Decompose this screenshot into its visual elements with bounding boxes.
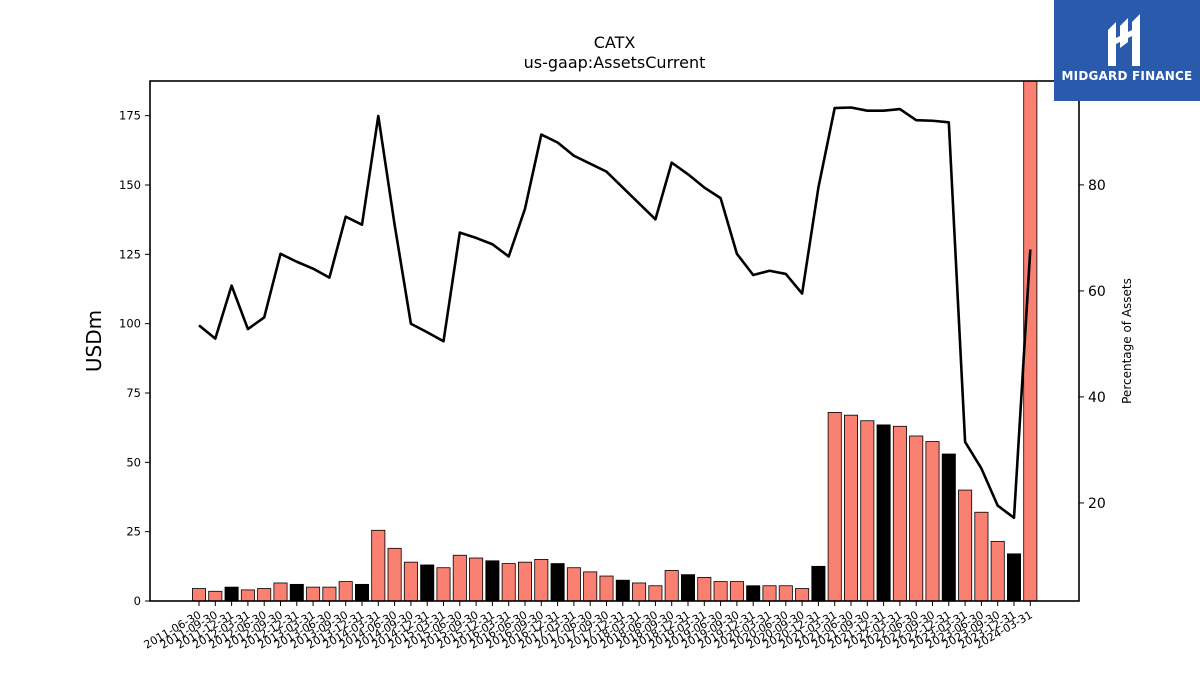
bar: [191, 588, 206, 602]
y-right-tick-label: 40: [1088, 390, 1106, 406]
bar: [403, 561, 418, 602]
bar: [240, 589, 255, 602]
bar: [420, 564, 435, 602]
bar: [501, 563, 516, 602]
y-tick-label: 125: [119, 247, 141, 261]
y-axis-label: USDm: [82, 310, 106, 372]
bar: [827, 412, 842, 602]
logo-name: MIDGARD FINANCE: [1061, 69, 1193, 83]
bar: [681, 574, 696, 602]
bar: [990, 540, 1005, 602]
bar: [909, 435, 924, 602]
bar: [860, 420, 875, 602]
bar: [729, 581, 744, 602]
bar: [566, 567, 581, 602]
bar: [648, 585, 663, 602]
bar: [811, 565, 826, 602]
bar: [583, 571, 598, 602]
bar: [322, 586, 337, 602]
bar: [387, 547, 402, 602]
bar: [844, 414, 859, 602]
bar: [518, 561, 533, 602]
bar: [746, 585, 761, 602]
bar: [925, 441, 940, 602]
y-axis-right-label: Percentage of Assets: [1120, 278, 1134, 404]
line-percentage-of-assets: [198, 106, 1032, 520]
y-tick-label: 150: [119, 178, 141, 192]
bar: [599, 575, 614, 602]
line-series: [198, 106, 1032, 520]
bar: [550, 563, 565, 602]
bar: [436, 567, 451, 602]
chart-title: CATX: [594, 33, 636, 52]
y-tick-label: 175: [119, 109, 141, 123]
plot-frame: [149, 80, 1080, 602]
bar: [762, 585, 777, 602]
y-right-tick-label: 20: [1088, 496, 1106, 512]
y-axis-right: 20 40 60 80: [1079, 178, 1106, 512]
y-tick-label: 50: [126, 455, 141, 469]
midgard-finance-logo: MIDGARD FINANCE: [1054, 0, 1200, 101]
midgard-logo-icon: [1108, 14, 1140, 66]
bar: [664, 570, 679, 602]
bar: [795, 588, 810, 602]
bar: [289, 583, 304, 602]
bar: [306, 586, 321, 602]
bar: [958, 489, 973, 602]
bar: [892, 425, 907, 602]
bar: [224, 586, 239, 602]
y-tick-label: 100: [119, 317, 141, 331]
bar: [485, 560, 500, 602]
y-tick-label: 75: [126, 386, 141, 400]
bar: [354, 583, 369, 602]
bar: [338, 581, 353, 602]
bar: [257, 588, 272, 602]
x-axis: 2011-06-302011-09-302011-12-312012-03-31…: [142, 601, 1035, 652]
y-tick-label: 0: [134, 594, 141, 608]
bar: [1007, 553, 1022, 602]
bar: [713, 581, 728, 602]
bar: [632, 582, 647, 602]
bar: [534, 559, 549, 602]
bar: [208, 590, 223, 602]
bar: [273, 582, 288, 602]
bar-series: [191, 80, 1038, 602]
bar: [452, 554, 467, 602]
y-tick-label: 25: [126, 525, 141, 539]
bar: [974, 511, 989, 602]
bar: [371, 529, 386, 602]
bar: [469, 557, 484, 602]
chart-subtitle: us-gaap:AssetsCurrent: [524, 53, 706, 72]
y-right-tick-label: 80: [1088, 178, 1106, 194]
bar: [876, 424, 891, 602]
bar: [941, 453, 956, 602]
bar: [615, 579, 630, 602]
y-axis-left: 0 25 50 75 100 125 150 175: [119, 109, 150, 608]
bar: [697, 577, 712, 602]
y-right-tick-label: 60: [1088, 284, 1106, 300]
bar: [778, 585, 793, 602]
